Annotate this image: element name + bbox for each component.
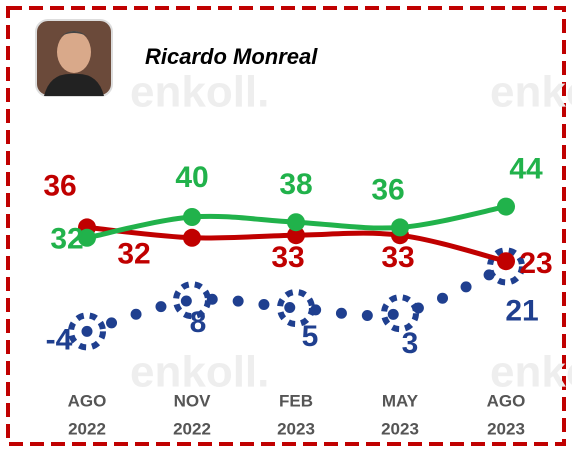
line — [81, 260, 512, 337]
watermarks: enkoll. enkoll. enkoll. enkoll. — [130, 68, 572, 397]
data-label: 21 — [505, 294, 538, 327]
x-tick-label: AGO — [487, 391, 526, 410]
point — [78, 228, 96, 247]
data-label: 5 — [302, 320, 319, 353]
point — [183, 228, 201, 247]
x-tick-label: 2023 — [277, 419, 315, 438]
point — [487, 247, 525, 286]
point — [68, 312, 106, 351]
data-label: 23 — [519, 247, 552, 280]
chart-title: Ricardo Monreal — [145, 44, 318, 69]
data-label: 33 — [381, 241, 414, 274]
watermark: enkoll. — [490, 348, 572, 397]
data-label: -4 — [46, 323, 73, 356]
x-tick-label: 2023 — [381, 419, 419, 438]
data-label: 32 — [50, 223, 83, 256]
watermark: enkoll. — [130, 348, 269, 397]
data-label: 44 — [509, 153, 543, 186]
point — [183, 208, 201, 226]
x-tick-label: FEB — [279, 391, 313, 410]
x-tick-label: 2022 — [68, 419, 106, 438]
data-label: 36 — [371, 173, 404, 206]
point — [497, 252, 515, 271]
data-label: 3 — [402, 327, 419, 360]
x-tick-label: MAY — [382, 391, 419, 410]
frame — [6, 6, 566, 446]
data-label: 36 — [43, 169, 76, 202]
x-tick-label: NOV — [174, 391, 212, 410]
watermark: enkoll. — [130, 68, 269, 117]
point — [497, 197, 515, 216]
x-tick-label: 2022 — [173, 419, 211, 438]
photo — [35, 19, 113, 97]
watermark: enkoll. — [490, 68, 572, 117]
point — [381, 294, 419, 333]
point — [391, 218, 409, 237]
x-tick-label: 2023 — [487, 419, 525, 438]
data-label: 40 — [175, 161, 208, 194]
data-label: 38 — [279, 168, 312, 201]
data-label: 32 — [117, 238, 150, 271]
data-label: 33 — [271, 241, 304, 274]
point — [287, 213, 305, 232]
point — [173, 281, 211, 320]
point — [287, 226, 305, 245]
x-tick-label: AGO — [68, 391, 107, 410]
point — [277, 289, 315, 327]
data-label: 8 — [190, 306, 207, 339]
